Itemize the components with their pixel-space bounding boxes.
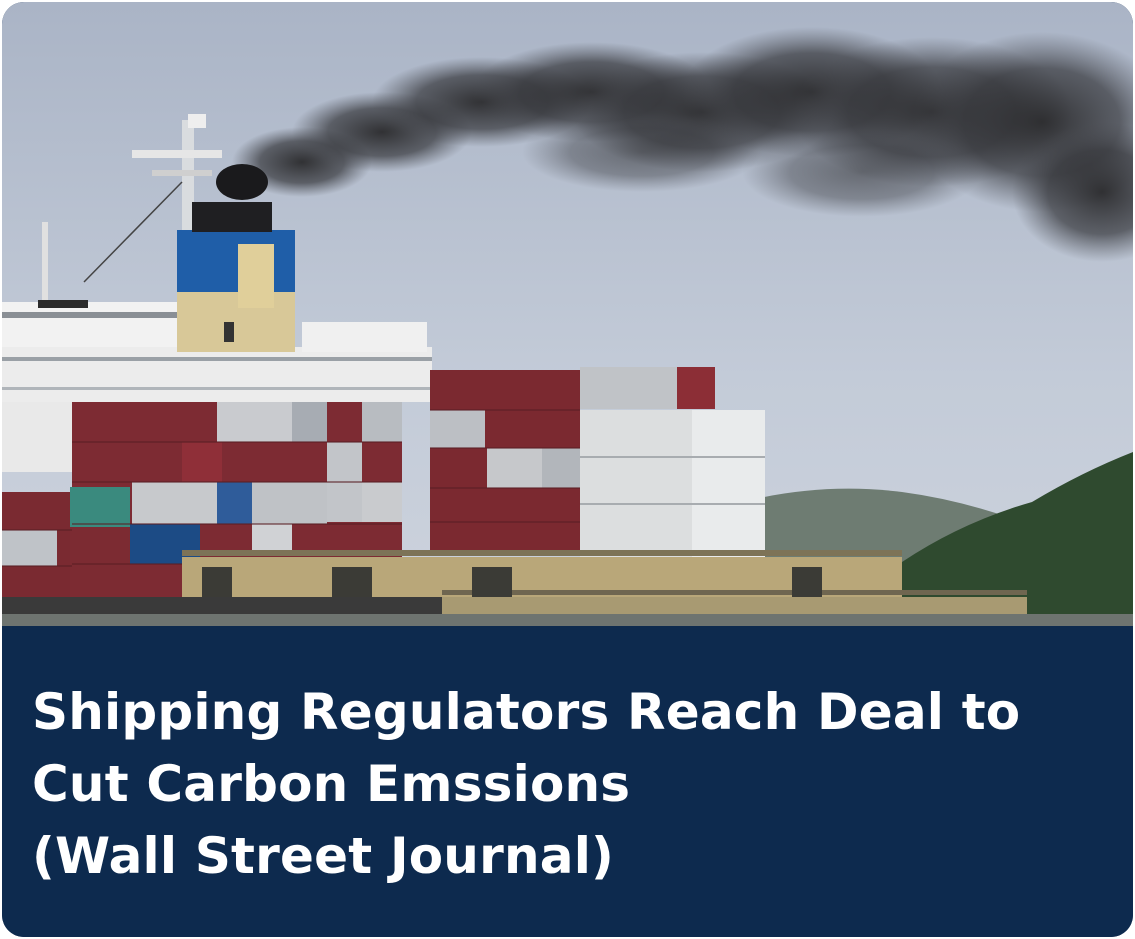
ship-bridge (2, 300, 432, 472)
smoke-plume (232, 27, 1133, 262)
container-ship-photo (2, 2, 1133, 626)
container-seams (2, 409, 580, 567)
headline-line-1: Shipping Regulators Reach Deal to (32, 683, 1021, 741)
ship-funnel (177, 164, 295, 352)
headline[interactable]: Shipping Regulators Reach Deal to Cut Ca… (32, 676, 1112, 892)
ship-deck (2, 550, 1133, 626)
headline-line-2: Cut Carbon Emssions (32, 755, 631, 813)
headline-line-3: (Wall Street Journal) (32, 827, 615, 885)
green-hill (902, 452, 1133, 626)
headline-panel: Shipping Regulators Reach Deal to Cut Ca… (2, 626, 1133, 937)
news-photo (2, 2, 1133, 626)
